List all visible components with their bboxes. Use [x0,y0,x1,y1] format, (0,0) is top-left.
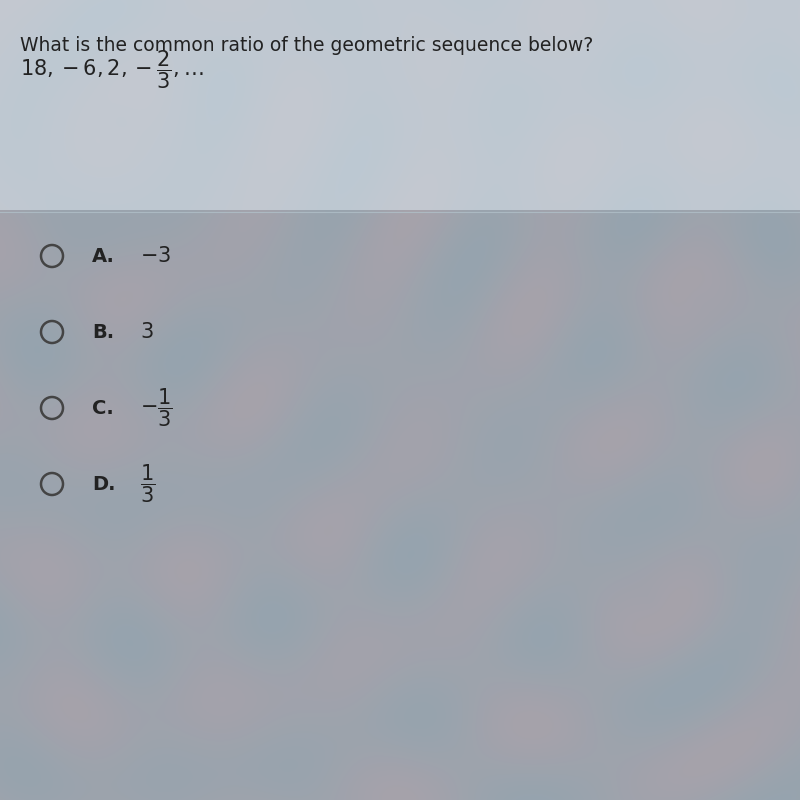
Text: What is the common ratio of the geometric sequence below?: What is the common ratio of the geometri… [20,36,594,55]
Text: $18, -6, 2, -\dfrac{2}{3}, \ldots$: $18, -6, 2, -\dfrac{2}{3}, \ldots$ [20,49,203,91]
Text: $3$: $3$ [140,322,154,342]
Text: $\dfrac{1}{3}$: $\dfrac{1}{3}$ [140,462,155,506]
Text: C.: C. [92,398,114,418]
Text: D.: D. [92,474,115,494]
Text: A.: A. [92,246,115,266]
Text: $-\dfrac{1}{3}$: $-\dfrac{1}{3}$ [140,386,173,430]
FancyBboxPatch shape [0,0,800,210]
Text: B.: B. [92,322,114,342]
Text: $-3$: $-3$ [140,246,171,266]
